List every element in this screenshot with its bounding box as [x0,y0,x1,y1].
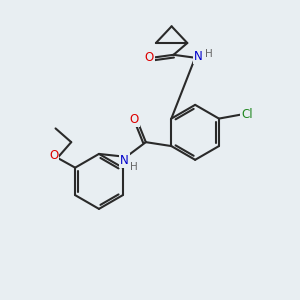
Text: O: O [144,51,154,64]
Text: H: H [205,49,213,59]
Text: O: O [129,113,139,126]
Text: Cl: Cl [242,108,253,121]
Text: H: H [130,162,138,172]
Text: O: O [49,149,58,162]
Text: N: N [194,50,203,63]
Text: N: N [120,154,129,167]
